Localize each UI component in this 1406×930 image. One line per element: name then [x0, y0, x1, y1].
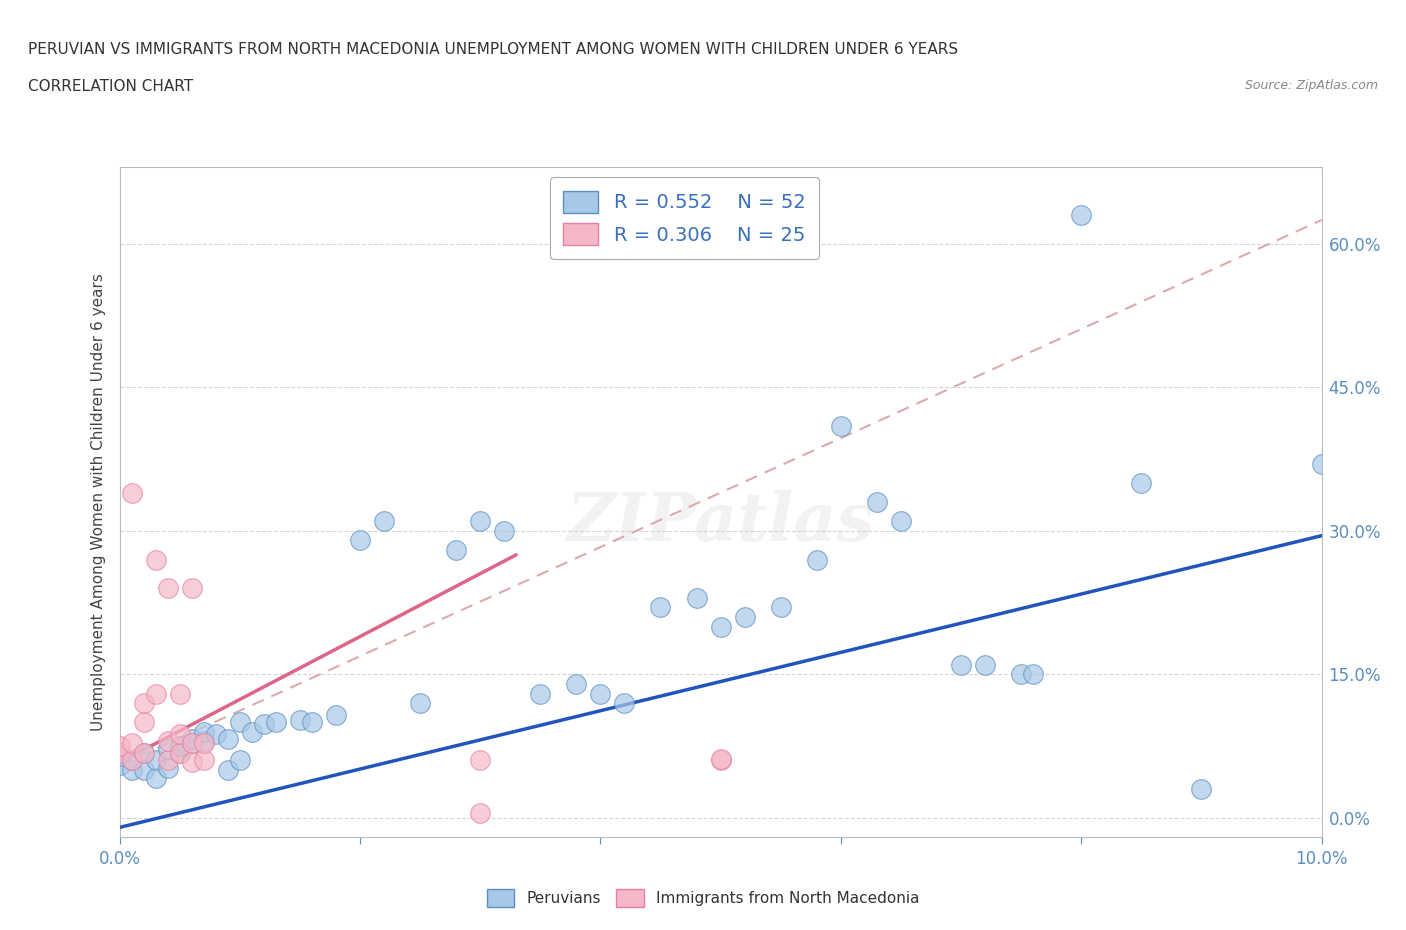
Point: [132, 715, 155, 730]
Point: [145, 753, 167, 768]
Point: [288, 713, 311, 728]
Point: [349, 533, 371, 548]
Point: [468, 805, 492, 820]
Point: [169, 686, 191, 701]
Point: [132, 696, 155, 711]
Text: PERUVIAN VS IMMIGRANTS FROM NORTH MACEDONIA UNEMPLOYMENT AMONG WOMEN WITH CHILDR: PERUVIAN VS IMMIGRANTS FROM NORTH MACEDO…: [28, 42, 959, 57]
Point: [228, 753, 252, 768]
Point: [444, 542, 467, 557]
Point: [180, 755, 202, 770]
Point: [769, 600, 792, 615]
Point: [121, 763, 143, 777]
Point: [830, 418, 852, 433]
Point: [974, 658, 997, 672]
Point: [866, 495, 889, 510]
Point: [108, 738, 131, 753]
Point: [468, 514, 492, 529]
Point: [1070, 207, 1092, 222]
Point: [145, 552, 167, 567]
Point: [264, 715, 287, 730]
Point: [169, 745, 191, 760]
Legend: Peruvians, Immigrants from North Macedonia: Peruvians, Immigrants from North Macedon…: [481, 884, 925, 913]
Point: [468, 753, 492, 768]
Point: [494, 524, 516, 538]
Point: [1022, 667, 1045, 682]
Point: [409, 696, 432, 711]
Point: [180, 732, 202, 747]
Point: [589, 686, 612, 701]
Point: [565, 676, 588, 691]
Text: ZIPatlas: ZIPatlas: [567, 490, 875, 555]
Point: [1310, 457, 1333, 472]
Point: [709, 753, 731, 768]
Point: [145, 686, 167, 701]
Point: [180, 736, 202, 751]
Point: [890, 514, 912, 529]
Point: [806, 552, 828, 567]
Text: CORRELATION CHART: CORRELATION CHART: [28, 79, 193, 94]
Point: [217, 732, 239, 747]
Point: [709, 751, 731, 766]
Point: [685, 591, 707, 605]
Point: [156, 734, 179, 749]
Point: [108, 758, 131, 773]
Point: [132, 763, 155, 777]
Point: [1130, 475, 1153, 490]
Point: [180, 581, 202, 596]
Point: [613, 696, 636, 711]
Point: [325, 707, 347, 722]
Point: [193, 753, 215, 768]
Y-axis label: Unemployment Among Women with Children Under 6 years: Unemployment Among Women with Children U…: [91, 273, 107, 731]
Point: [108, 745, 131, 760]
Point: [193, 736, 215, 751]
Point: [734, 609, 756, 624]
Point: [156, 753, 179, 768]
Point: [145, 770, 167, 785]
Point: [156, 741, 179, 756]
Point: [193, 724, 215, 739]
Point: [1189, 782, 1212, 797]
Point: [169, 745, 191, 760]
Point: [108, 749, 131, 764]
Point: [301, 715, 323, 730]
Point: [228, 715, 252, 730]
Point: [217, 763, 239, 777]
Point: [204, 726, 226, 741]
Point: [373, 514, 395, 529]
Point: [121, 736, 143, 751]
Point: [709, 619, 731, 634]
Point: [132, 745, 155, 760]
Point: [1010, 667, 1032, 682]
Point: [529, 686, 551, 701]
Point: [121, 753, 143, 768]
Point: [169, 726, 191, 741]
Point: [169, 738, 191, 753]
Point: [240, 724, 263, 739]
Legend: R = 0.552    N = 52, R = 0.306    N = 25: R = 0.552 N = 52, R = 0.306 N = 25: [550, 177, 820, 259]
Point: [132, 745, 155, 760]
Point: [156, 761, 179, 776]
Point: [950, 658, 973, 672]
Point: [650, 600, 672, 615]
Point: [193, 734, 215, 749]
Point: [121, 485, 143, 500]
Point: [180, 736, 202, 751]
Point: [253, 717, 276, 732]
Point: [121, 753, 143, 768]
Text: Source: ZipAtlas.com: Source: ZipAtlas.com: [1244, 79, 1378, 92]
Point: [156, 581, 179, 596]
